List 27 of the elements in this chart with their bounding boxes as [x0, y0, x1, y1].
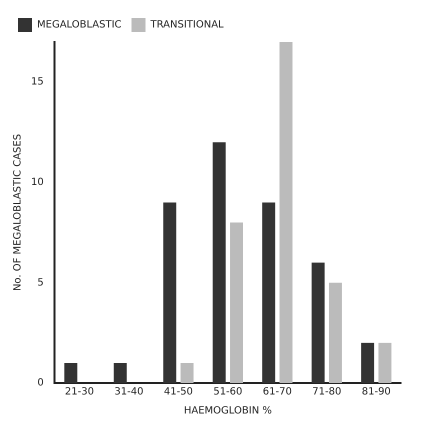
- y-tick-label: 5: [37, 277, 44, 288]
- y-tick-label: 15: [30, 76, 44, 88]
- bar: [262, 202, 276, 383]
- bar: [212, 142, 226, 383]
- bar: [163, 202, 176, 383]
- x-tick-label: 71-80: [312, 386, 342, 398]
- legend-label: MEGALOBLASTIC: [37, 20, 122, 31]
- y-axis-title: No. OF MEGALOBLASTIC CASES: [12, 134, 24, 292]
- legend-label: TRANSITIONAL: [150, 20, 224, 31]
- x-tick-label: 61-70: [262, 386, 292, 398]
- x-tick-label: 31-40: [114, 386, 144, 398]
- x-tick-label: 51-60: [213, 386, 242, 398]
- y-tick-label: 10: [30, 177, 44, 188]
- bar: [180, 362, 194, 383]
- bar: [361, 342, 374, 383]
- x-tick-label: 41-50: [164, 386, 193, 398]
- bar: [230, 222, 244, 383]
- y-tick-label: 0: [37, 378, 44, 389]
- bar: [328, 282, 342, 383]
- bar: [64, 362, 78, 383]
- bar: [312, 262, 325, 383]
- bar: [279, 42, 292, 383]
- x-tick-label: 81-90: [362, 386, 391, 398]
- x-tick-label: 21-30: [64, 386, 94, 398]
- bar: [114, 362, 127, 383]
- x-axis-title: HAEMOGLOBIN %: [184, 406, 272, 417]
- bar: [378, 342, 392, 383]
